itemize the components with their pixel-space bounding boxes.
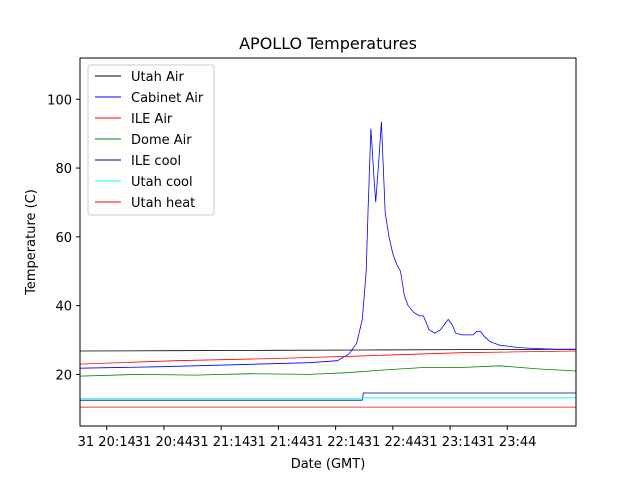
x-tick-label: 31 23:14 xyxy=(421,435,479,450)
x-tick-label: 31 22:44 xyxy=(364,435,422,450)
y-tick-label: 100 xyxy=(47,93,72,108)
x-tick-label: 31 20:14 xyxy=(78,435,136,450)
legend-label-ile-air: ILE Air xyxy=(131,112,173,127)
series-layer xyxy=(79,121,577,408)
legend-label-dome-air: Dome Air xyxy=(131,133,192,148)
plot-frame xyxy=(79,57,577,427)
legend-label-utah-heat: Utah heat xyxy=(131,196,195,211)
y-axis-ticks: 20 40 60 80 100 xyxy=(47,93,80,383)
series-line-ile-air xyxy=(79,350,577,365)
series-line-ile-cool xyxy=(80,392,576,401)
legend-label-utah-cool: Utah cool xyxy=(131,175,193,190)
series-line-utah-cool xyxy=(80,397,576,399)
legend-label-utah-air: Utah Air xyxy=(131,70,184,85)
x-tick-label: 31 21:14 xyxy=(192,435,250,450)
series-line-dome-air xyxy=(79,365,577,377)
y-tick-label: 40 xyxy=(55,300,72,315)
y-axis-label: Temperature (C) xyxy=(24,189,39,296)
legend: Utah Air Cabinet Air ILE Air Dome Air ILE co… xyxy=(87,64,215,216)
legend-label-cabinet-air: Cabinet Air xyxy=(131,91,204,106)
x-tick-label: 31 20:44 xyxy=(135,435,193,450)
x-axis-ticks: 31 20:14 31 20:44 31 21:14 31 21:44 31 22:14… xyxy=(78,426,536,450)
y-tick-label: 20 xyxy=(55,368,72,383)
chart-title: APOLLO Temperatures xyxy=(239,34,417,53)
legend-label-ile-cool: ILE cool xyxy=(131,154,181,169)
legend-box xyxy=(87,64,215,216)
y-tick-label: 80 xyxy=(55,162,72,177)
y-tick-label: 60 xyxy=(55,231,72,246)
x-tick-label: 31 23:44 xyxy=(478,435,536,450)
series-line-cabinet-air xyxy=(79,121,576,369)
series-line-utah-air xyxy=(79,348,577,352)
x-tick-label: 31 21:44 xyxy=(249,435,307,450)
x-axis-label: Date (GMT) xyxy=(291,457,366,472)
x-tick-label: 31 22:14 xyxy=(307,435,365,450)
